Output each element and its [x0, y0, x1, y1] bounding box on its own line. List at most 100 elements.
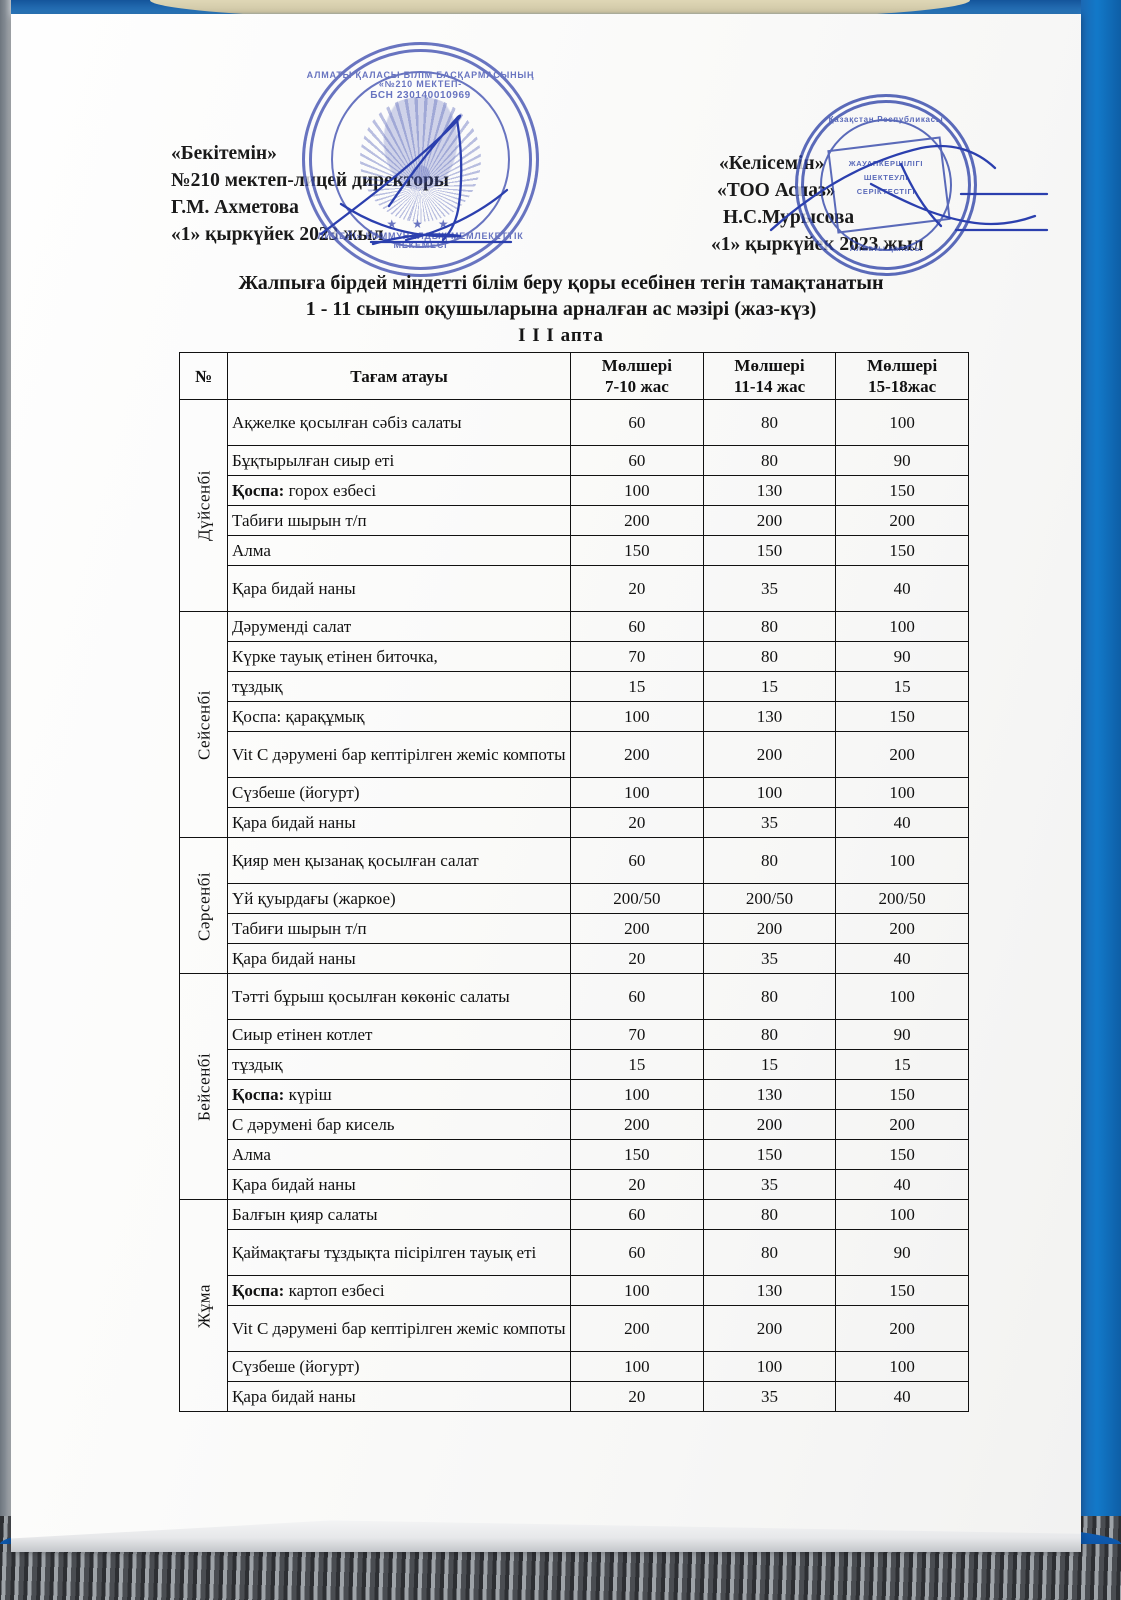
portion-7-10: 60	[570, 973, 704, 1020]
portion-11-14: 80	[702, 1199, 837, 1230]
table-row: Қоспа: картоп езбесі 100 130 150	[180, 1275, 969, 1306]
portion-11-14: 200	[702, 1109, 837, 1140]
col-b-line1: Мөлшері	[734, 356, 805, 375]
portion-7-10: 60	[570, 611, 704, 642]
portion-11-14: 35	[702, 1169, 837, 1200]
portion-7-10: 200	[570, 1305, 704, 1352]
portion-15-18: 100	[835, 611, 969, 642]
portion-15-18: 200	[835, 913, 969, 944]
portion-7-10: 200/50	[570, 883, 704, 914]
portion-11-14: 80	[702, 399, 837, 446]
table-row: Табиғи шырын т/п 200 200 200	[180, 913, 969, 944]
portion-15-18: 150	[835, 475, 969, 506]
portion-15-18: 90	[835, 1229, 969, 1276]
column-header-age-15-18: Мөлшері 15-18жас	[835, 352, 969, 400]
table-row: Қаймақтағы тұздықта пісірілген тауық еті…	[180, 1229, 969, 1276]
table-row: Күрке тауық етінен биточка, 70 80 90	[180, 641, 969, 672]
portion-7-10: 100	[570, 1351, 704, 1382]
portion-7-10: 70	[570, 1019, 704, 1050]
dish-name: Қоспа: картоп езбесі	[227, 1275, 572, 1306]
portion-11-14: 35	[702, 807, 837, 838]
title-line-1: Жалпыға бірдей міндетті білім беру қоры …	[238, 272, 884, 294]
portion-11-14: 150	[702, 1139, 837, 1170]
portion-11-14: 130	[702, 701, 837, 732]
dish-prefix: Қоспа:	[232, 1281, 285, 1300]
portion-11-14: 15	[702, 671, 837, 702]
dish-name: Қоспа: қарақұмық	[227, 701, 572, 732]
portion-15-18: 100	[835, 777, 969, 808]
portion-7-10: 60	[570, 837, 704, 884]
col-a-line2: 7-10 жас	[604, 377, 669, 396]
table-row: Қара бидай наны 20 35 40	[180, 943, 969, 974]
portion-11-14: 200	[702, 731, 837, 778]
approval-right-line2: «ТОО Аспаз»	[717, 180, 836, 201]
portion-7-10: 100	[570, 701, 704, 732]
dish-name: Vit C дәрумені бар кептірілген жеміс ком…	[227, 1305, 572, 1352]
col-a-line1: Мөлшері	[601, 356, 672, 375]
portion-7-10: 100	[570, 475, 704, 506]
portion-15-18: 200	[835, 731, 969, 778]
portion-7-10: 200	[570, 913, 704, 944]
table-row: Табиғи шырын т/п 200 200 200	[180, 505, 969, 536]
portion-7-10: 20	[570, 1169, 704, 1200]
dish-name: Күрке тауық етінен биточка,	[227, 641, 572, 672]
dish-name: Сүзбеше (йогурт)	[227, 1351, 572, 1382]
dish-name: Сиыр етінен котлет	[227, 1019, 572, 1050]
dish-name: Қара бидай наны	[227, 1381, 572, 1412]
table-row: Қара бидай наны 20 35 40	[180, 1169, 969, 1200]
portion-11-14: 80	[702, 837, 837, 884]
portion-7-10: 60	[570, 1199, 704, 1230]
paper-bottom-fold	[11, 1520, 1081, 1552]
portion-15-18: 40	[835, 943, 969, 974]
portion-15-18: 150	[835, 701, 969, 732]
portion-11-14: 15	[702, 1049, 837, 1080]
desk-left-edge	[0, 0, 11, 1600]
portion-11-14: 130	[702, 1275, 837, 1306]
approval-right-line3: Н.С.Мурысова	[723, 207, 855, 228]
portion-15-18: 90	[835, 1019, 969, 1050]
table-row: Сәрсенбі Қияр мен қызанақ қосылған салат 6…	[179, 837, 969, 974]
portion-15-18: 150	[835, 1275, 969, 1306]
approval-left-line4: «1» қыркүйек 2023 жыл	[171, 224, 384, 245]
dish-name: Алма	[227, 1139, 572, 1170]
approval-left-line1: «Бекітемін»	[171, 143, 277, 164]
portion-11-14: 100	[702, 777, 837, 808]
table-row: Жұма Балғын қияр салаты 60 80 100	[179, 1199, 969, 1412]
approval-left-line2: №210 мектеп-лицей директоры	[171, 170, 450, 191]
table-row: Қоспа: қарақұмық 100 130 150	[180, 701, 969, 732]
document-page: «Бекітемін» №210 мектеп-лицей директоры …	[11, 14, 1081, 1552]
desk-right-blue-edge	[1081, 0, 1121, 1600]
portion-15-18: 200/50	[835, 883, 969, 914]
portion-11-14: 80	[702, 1019, 837, 1050]
portion-15-18: 15	[835, 1049, 969, 1080]
portion-7-10: 200	[570, 505, 704, 536]
table-row: Сиыр етінен котлет 70 80 90	[180, 1019, 969, 1050]
portion-15-18: 200	[835, 505, 969, 536]
dish-name: Ақжелке қосылған сәбіз салаты	[227, 399, 572, 446]
portion-15-18: 100	[835, 399, 969, 446]
portion-15-18: 150	[835, 535, 969, 566]
table-row: Бұқтырылған сиыр еті 60 80 90	[180, 445, 969, 476]
col-c-line2: 15-18жас	[868, 377, 937, 396]
dish-name: Тәтті бұрыш қосылған көкөніс салаты	[227, 973, 572, 1020]
dish-name: Қара бидай наны	[227, 807, 572, 838]
table-row: Vit C дәрумені бар кептірілген жеміс ком…	[180, 731, 969, 778]
dish-name: Қоспа: күріш	[227, 1079, 572, 1110]
day-label-4: Бейсенбі	[179, 973, 228, 1200]
table-row: Алма 150 150 150	[180, 1139, 969, 1170]
portion-11-14: 35	[702, 943, 837, 974]
table-row: Vit C дәрумені бар кептірілген жеміс ком…	[180, 1305, 969, 1352]
portion-15-18: 40	[835, 1169, 969, 1200]
dish-name: Қоспа: горох езбесі	[227, 475, 572, 506]
portion-11-14: 35	[702, 1381, 837, 1412]
dish-name: Табиғи шырын т/п	[227, 505, 572, 536]
portion-11-14: 80	[702, 611, 837, 642]
portion-7-10: 200	[570, 1109, 704, 1140]
table-row: Сүзбеше (йогурт) 100 100 100	[180, 1351, 969, 1382]
dish-name: Үй қуырдағы (жаркое)	[227, 883, 572, 914]
portion-15-18: 200	[835, 1305, 969, 1352]
aspaz-stamp-arc-top: Қазақстан Республикасы	[828, 115, 944, 124]
table-row: Қара бидай наны 20 35 40	[180, 565, 969, 612]
dish-name: Vit C дәрумені бар кептірілген жеміс ком…	[227, 731, 572, 778]
portion-7-10: 150	[570, 1139, 704, 1170]
